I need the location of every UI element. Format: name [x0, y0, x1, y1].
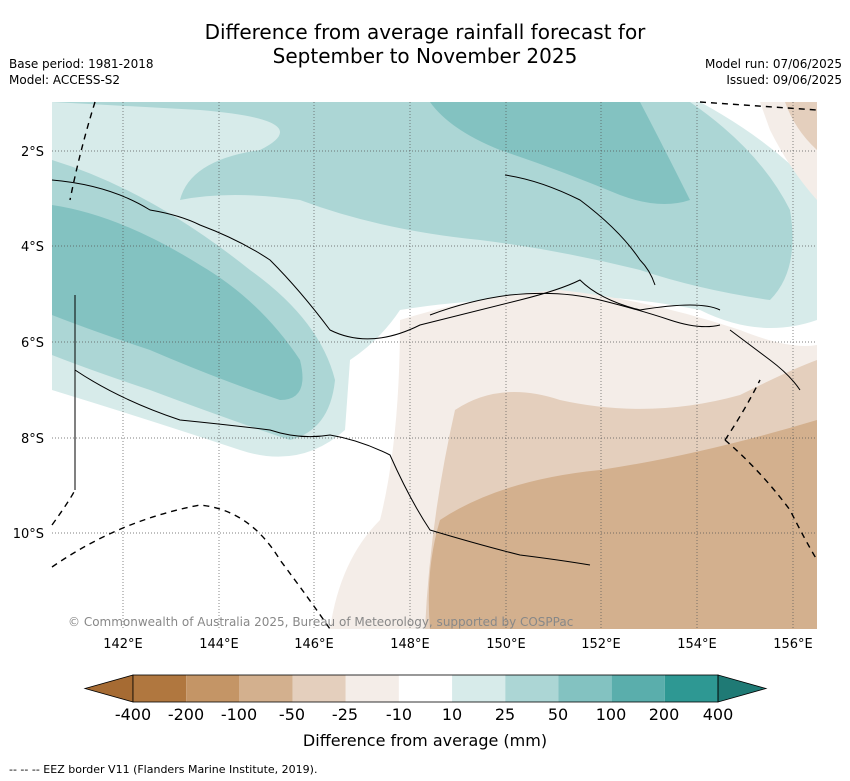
- lat-label: 8°S: [21, 432, 44, 447]
- colorbar-label: Difference from average (mm): [302, 731, 548, 750]
- region-wet-50-100: [52, 205, 303, 400]
- gridlines: [52, 102, 817, 629]
- new-britain-coast: [429, 292, 721, 328]
- new-ireland-coast: [504, 174, 656, 286]
- colorbar-tick: -200: [168, 705, 204, 724]
- lon-label: 146°E: [294, 637, 334, 652]
- new-guinea-south-coast: [74, 369, 591, 566]
- colorbar-tick: -50: [279, 705, 305, 724]
- lon-label: 154°E: [677, 637, 717, 652]
- lat-label: 4°S: [21, 240, 44, 255]
- lon-label: 150°E: [486, 637, 526, 652]
- colorbar-tick: 400: [703, 705, 734, 724]
- colorbar-segment: [133, 675, 187, 702]
- region-wet-50-100-north: [430, 102, 690, 204]
- eez-borders: [51, 101, 818, 630]
- colorbar-segment: [664, 675, 718, 702]
- chart-title-line1: Difference from average rainfall forecas…: [204, 20, 646, 44]
- coastlines: [51, 174, 801, 566]
- chart-title-line2: September to November 2025: [272, 44, 578, 68]
- copyright-notice: © Commonwealth of Australia 2025, Bureau…: [68, 615, 573, 629]
- lon-label: 148°E: [390, 637, 430, 652]
- colorbar-arrow-high: [717, 674, 768, 703]
- lat-label: 6°S: [21, 336, 44, 351]
- base-period: Base period: 1981-2018: [9, 57, 154, 71]
- issued-date: Issued: 09/06/2025: [726, 73, 842, 87]
- colorbar-tick: -400: [115, 705, 151, 724]
- colorbar-tick: -25: [332, 705, 358, 724]
- lon-label: 156°E: [773, 637, 813, 652]
- colorbar-tick: -100: [221, 705, 257, 724]
- colorbar-ticks: -400 -200 -100 -50 -25 -10 10 25 50 100 …: [115, 705, 733, 724]
- lat-label: 2°S: [21, 145, 44, 160]
- colorbar-tick: 25: [495, 705, 515, 724]
- colorbar-segment: [292, 675, 346, 702]
- colorbar-tick: 100: [596, 705, 627, 724]
- lat-axis: 2°S 4°S 6°S 8°S 10°S: [13, 145, 44, 542]
- new-guinea-coast: [51, 179, 721, 340]
- lon-label: 144°E: [199, 637, 239, 652]
- map-fill: [52, 102, 817, 629]
- colorbar-tick: 50: [548, 705, 568, 724]
- colorbar-segment: [398, 675, 453, 702]
- model-name: Model: ACCESS-S2: [9, 73, 121, 87]
- colorbar-arrow-low: [83, 674, 134, 703]
- colorbar-segment: [239, 675, 293, 702]
- lon-label: 152°E: [581, 637, 621, 652]
- bougainville-coast: [729, 329, 801, 391]
- colorbar-tick: 200: [649, 705, 680, 724]
- lat-label: 10°S: [13, 527, 44, 542]
- colorbar-segment: [611, 675, 665, 702]
- eez-legend: -- -- -- EEZ border V11 (Flanders Marine…: [9, 763, 318, 776]
- colorbar-tick: -10: [386, 705, 412, 724]
- colorbar-segment: [558, 675, 612, 702]
- colorbar-segment: [505, 675, 559, 702]
- lon-label: 142°E: [103, 637, 143, 652]
- colorbar-segment: [186, 675, 240, 702]
- colorbar-tick: 10: [442, 705, 462, 724]
- colorbar: [83, 674, 768, 703]
- lon-axis: 142°E 144°E 146°E 148°E 150°E 152°E 154°…: [103, 637, 813, 652]
- model-run-date: Model run: 07/06/2025: [704, 57, 842, 71]
- region-dry-50-100: [428, 420, 817, 629]
- colorbar-segment: [345, 675, 399, 702]
- colorbar-border: [132, 674, 719, 703]
- colorbar-segment: [452, 675, 506, 702]
